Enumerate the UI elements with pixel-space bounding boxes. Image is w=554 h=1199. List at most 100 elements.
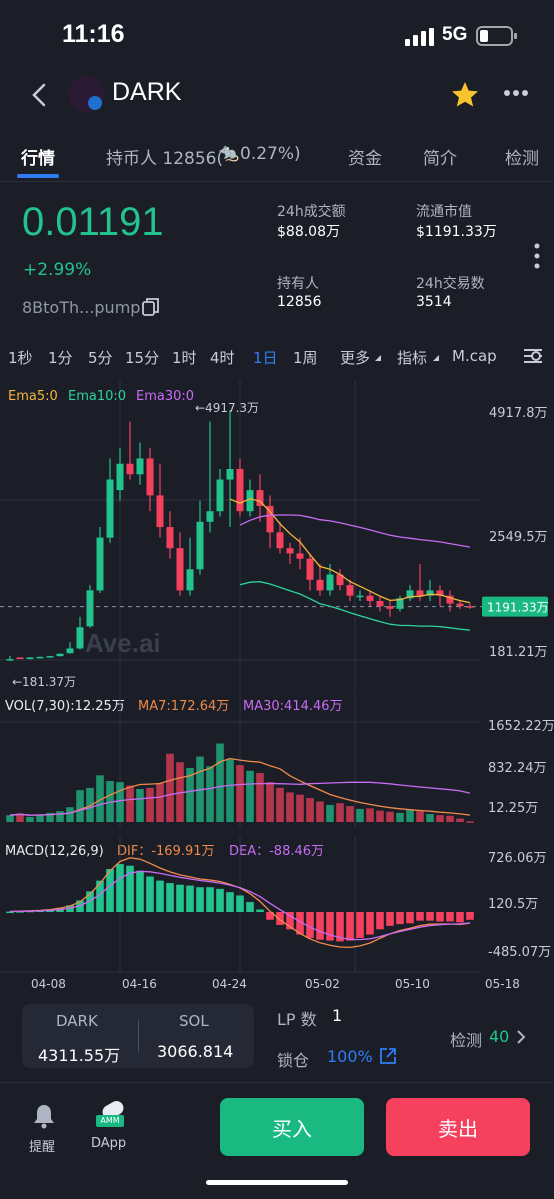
macd-bar: [256, 909, 264, 912]
volume-bar: [36, 814, 44, 822]
amm-badge: AMM: [96, 1115, 124, 1127]
volume-bar: [56, 811, 64, 822]
chart-settings-icon[interactable]: [522, 345, 544, 367]
volume-bar: [406, 809, 414, 822]
alert-label[interactable]: 提醒: [29, 1140, 56, 1155]
x-tick-label: 04-24: [212, 977, 247, 991]
volume-bar: [466, 821, 474, 823]
y-tick-label: 2549.5万: [489, 530, 548, 545]
volume-bar: [176, 762, 184, 822]
more-icon[interactable]: [503, 89, 529, 97]
check-label[interactable]: 检测: [450, 1031, 483, 1050]
lock-label: 锁仓: [277, 1051, 310, 1070]
tf-1w[interactable]: 1周: [293, 349, 318, 367]
volume-bar: [296, 794, 304, 822]
tf-15m[interactable]: 15分: [125, 349, 160, 367]
macd-bar: [416, 912, 424, 921]
macd-bar: [316, 912, 324, 940]
macd-chart: MACD(12,26,9) DIF：-169.91万 DEA：-88.46万 726.…: [0, 836, 551, 991]
macd-bar: [376, 912, 384, 930]
candle-body: [56, 653, 64, 657]
tf-1s[interactable]: 1秒: [8, 349, 33, 367]
x-tick-label: 04-08: [31, 977, 66, 991]
vol24-value: $88.08万: [277, 224, 340, 240]
candle-body: [86, 590, 94, 627]
macd-bar: [346, 912, 354, 941]
y-tick-label: 181.21万: [489, 645, 548, 660]
vol-ma30-legend: MA30:414.46万: [243, 699, 343, 714]
token-avatar: [68, 76, 104, 112]
x-tick-label: 05-10: [395, 977, 430, 991]
volume-bar: [166, 753, 174, 822]
tab-check[interactable]: 检测: [505, 149, 539, 169]
current-price-label: 1191.33万: [487, 601, 549, 615]
signal-icon: [405, 28, 434, 46]
y-tick-label: 726.06万: [488, 851, 547, 866]
macd-bar: [226, 892, 234, 912]
candle-body: [276, 532, 284, 549]
back-icon[interactable]: [30, 82, 50, 108]
candle-body: [436, 590, 444, 596]
candle-body: [66, 648, 74, 654]
volume-chart: VOL(7,30):12.25万 MA7:172.64万 MA30:414.46万 1…: [0, 692, 554, 828]
macd-bar: [456, 912, 464, 923]
tab-holders-pct[interactable]: 0.27%): [240, 144, 301, 164]
tab-intro[interactable]: 简介: [423, 149, 457, 169]
copy-icon[interactable]: [142, 297, 160, 317]
volume-bar: [306, 798, 314, 822]
dapp-label[interactable]: DApp: [91, 1136, 127, 1151]
vertical-more-icon[interactable]: [532, 243, 542, 269]
price-chart[interactable]: Ema5:0 Ema10:0 Ema30:0 Ave.ai 1191.33万 4917.8…: [0, 380, 554, 690]
candle-body: [316, 579, 324, 591]
macd-bar: [446, 912, 454, 922]
volume-bar: [446, 815, 454, 822]
candle-body: [16, 657, 24, 660]
check-score[interactable]: 40: [489, 1027, 510, 1046]
x-tick-label: 05-18: [485, 977, 520, 991]
chevron-right-icon[interactable]: [516, 1029, 526, 1045]
tf-mcap[interactable]: M.cap: [452, 347, 497, 365]
sell-button[interactable]: 卖出: [386, 1098, 530, 1156]
tf-1m[interactable]: 1分: [48, 349, 73, 367]
tf-more[interactable]: 更多: [340, 349, 371, 367]
macd-bar: [326, 912, 334, 941]
holders-label: 持有人: [277, 276, 319, 292]
candle-body: [106, 479, 114, 538]
star-icon[interactable]: [450, 80, 480, 108]
volume-bar: [16, 813, 24, 822]
tf-indicator[interactable]: 指标: [397, 349, 428, 367]
macd-bar: [286, 912, 294, 930]
candle-body: [346, 585, 354, 596]
candle-body: [256, 490, 264, 506]
ema5-line: [229, 498, 471, 604]
macd-bar: [126, 865, 134, 912]
candle-body: [366, 595, 374, 601]
macd-bar: [206, 887, 214, 912]
tf-5m[interactable]: 5分: [88, 349, 113, 367]
tab-funds[interactable]: 资金: [348, 149, 382, 169]
tf-1d[interactable]: 1日: [253, 349, 278, 367]
macd-bar: [166, 883, 174, 912]
vol-ma7-legend: MA7:172.64万: [138, 699, 229, 714]
candle-body: [326, 574, 334, 591]
mcap-label: 流通市值: [416, 204, 472, 220]
macd-bar: [236, 895, 244, 912]
candle-body: [286, 548, 294, 554]
tx24-value: 3514: [416, 294, 452, 310]
buy-button[interactable]: 买入: [220, 1098, 364, 1156]
bell-icon[interactable]: [32, 1103, 56, 1129]
dapp-icon[interactable]: AMM: [96, 1098, 127, 1129]
external-link-icon[interactable]: [379, 1047, 397, 1065]
current-price: 0.01191: [22, 200, 164, 244]
tf-4h[interactable]: 4时: [210, 349, 235, 367]
candle-body: [136, 458, 144, 475]
volume-bar: [236, 765, 244, 822]
high-annotation: ←4917.3万: [195, 401, 259, 415]
tx24-label: 24h交易数: [416, 276, 485, 292]
tab-holders[interactable]: 持币人 12856(: [106, 149, 224, 169]
candle-body: [36, 656, 44, 659]
tab-market[interactable]: 行情: [21, 149, 55, 169]
lock-value[interactable]: 100%: [327, 1047, 373, 1066]
tf-1h[interactable]: 1时: [172, 349, 197, 367]
volume-bar: [336, 803, 344, 822]
